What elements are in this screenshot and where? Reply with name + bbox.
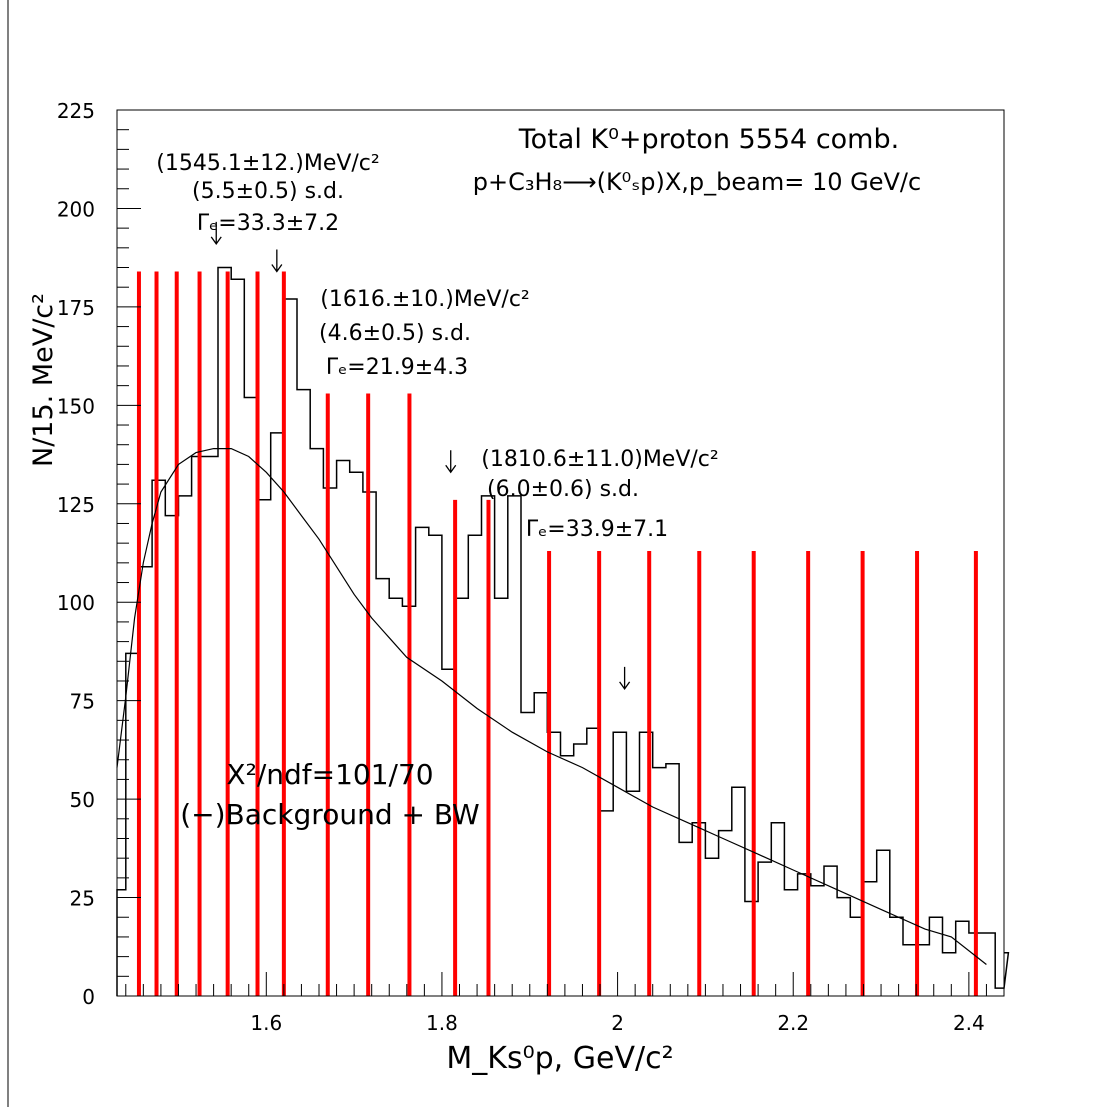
fit-chi2: X²/ndf=101/70: [226, 758, 433, 791]
x-tick-label-4: 2.4: [953, 1011, 985, 1035]
peak-arrow-2: [445, 450, 457, 474]
peak-arrow-0: [210, 221, 222, 246]
y-axis: 0 25 50 75 100 125 150 175 200 225: [57, 99, 141, 1009]
peak3-mass: (1810.6±11.0)MeV/c²: [481, 447, 718, 472]
x-tick-label-0: 1.6: [250, 1011, 282, 1035]
peak-arrow-shape-0: [210, 221, 222, 246]
y-tick-label-2: 50: [70, 788, 95, 812]
y-tick-label-0: 0: [82, 985, 95, 1009]
peak-arrow-3: [619, 666, 631, 690]
plot-frame: [116, 109, 1005, 997]
histogram-series: [116, 266, 1010, 996]
peak-arrow-shape-1: [271, 249, 283, 273]
peak-arrow-shape-3: [619, 666, 631, 690]
peak3-significance: (6.0±0.6) s.d.: [487, 477, 639, 502]
x-tick-label-3: 2.2: [777, 1011, 809, 1035]
y-tick-label-1: 25: [70, 887, 95, 911]
y-tick-label-6: 150: [57, 394, 95, 418]
y-tick-label-5: 125: [57, 493, 95, 517]
peak-arrow-shape-2: [445, 450, 457, 474]
chart-title-line2: p+C₃H₈⟶(K⁰ₛp)X,p_beam= 10 GeV/c: [473, 168, 921, 196]
peak-arrow-1: [271, 249, 283, 273]
y-tick-label-3: 75: [70, 690, 95, 714]
peak1-width: Γₑ=33.3±7.2: [197, 211, 339, 236]
peak2-significance: (4.6±0.5) s.d.: [319, 321, 471, 346]
peak1-mass: (1545.1±12.)MeV/c²: [156, 151, 379, 176]
x-axis-label: M_Ks⁰p, GeV/c²: [446, 1041, 673, 1076]
peak2-width: Γₑ=21.9±4.3: [326, 355, 468, 380]
x-tick-label-1: 1.8: [426, 1011, 458, 1035]
fit-curve: [116, 448, 987, 965]
x-tick-label-2: 2: [611, 1011, 624, 1035]
chart-title-line1: Total K⁰+proton 5554 comb.: [518, 124, 899, 155]
x-axis: 1.6 1.8 2 2.2 2.4: [125, 972, 1005, 1035]
y-tick-label-4: 100: [57, 591, 95, 615]
peak2-mass: (1616.±10.)MeV/c²: [320, 287, 529, 312]
peak1-significance: (5.5±0.5) s.d.: [192, 179, 344, 204]
y-axis-label: N/15. MeV/c²: [28, 293, 59, 467]
peak3-width: Γₑ=33.9±7.1: [526, 517, 668, 542]
y-tick-label-8: 200: [57, 197, 95, 221]
y-tick-label-7: 175: [57, 296, 95, 320]
y-tick-label-9: 225: [57, 99, 95, 123]
fit-model: (−)Background + BW: [180, 798, 480, 831]
plot-content: [116, 221, 1010, 996]
